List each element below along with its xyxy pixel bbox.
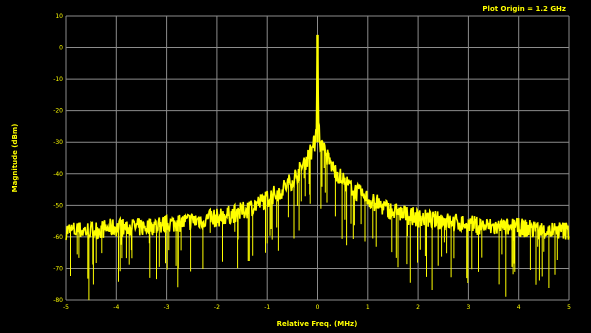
trace-layer: [65, 34, 570, 301]
x-tick-label: 5: [567, 304, 571, 311]
y-tick-label: -10: [53, 76, 63, 83]
y-tick-label: -30: [53, 139, 63, 146]
y-axis-title: Magnitude (dBm): [11, 124, 19, 193]
y-tick-label: -20: [53, 108, 63, 115]
y-tick-labels: 10 0 -10 -20 -30 -40 -50 -60 -70 -80: [53, 13, 63, 304]
x-tick-label: -4: [113, 304, 119, 311]
x-axis-title: Relative Freq. (MHz): [277, 320, 358, 328]
x-tick-label: 1: [366, 304, 370, 311]
y-tick-label: 10: [55, 13, 63, 20]
x-tick-label: 3: [466, 304, 470, 311]
x-tick-label: 4: [517, 304, 521, 311]
y-tick-label: -70: [53, 265, 63, 272]
x-tick-label: -5: [63, 304, 69, 311]
x-tick-label: -3: [164, 304, 170, 311]
y-tick-label: -80: [53, 297, 63, 304]
spectrum-spurs: [70, 140, 558, 301]
plot-origin-annotation: Plot Origin = 1.2 GHz: [482, 5, 566, 13]
x-tick-label: -2: [214, 304, 220, 311]
x-tick-label: 0: [316, 304, 320, 311]
y-tick-label: -50: [53, 202, 63, 209]
y-tick-label: -60: [53, 234, 63, 241]
y-tick-label: -40: [53, 171, 63, 178]
x-tick-label: 2: [416, 304, 420, 311]
x-tick-label: -1: [264, 304, 270, 311]
y-tick-label: 0: [59, 45, 63, 52]
x-tick-labels: -5 -4 -3 -2 -1 0 1 2 3 4 5: [63, 304, 571, 311]
